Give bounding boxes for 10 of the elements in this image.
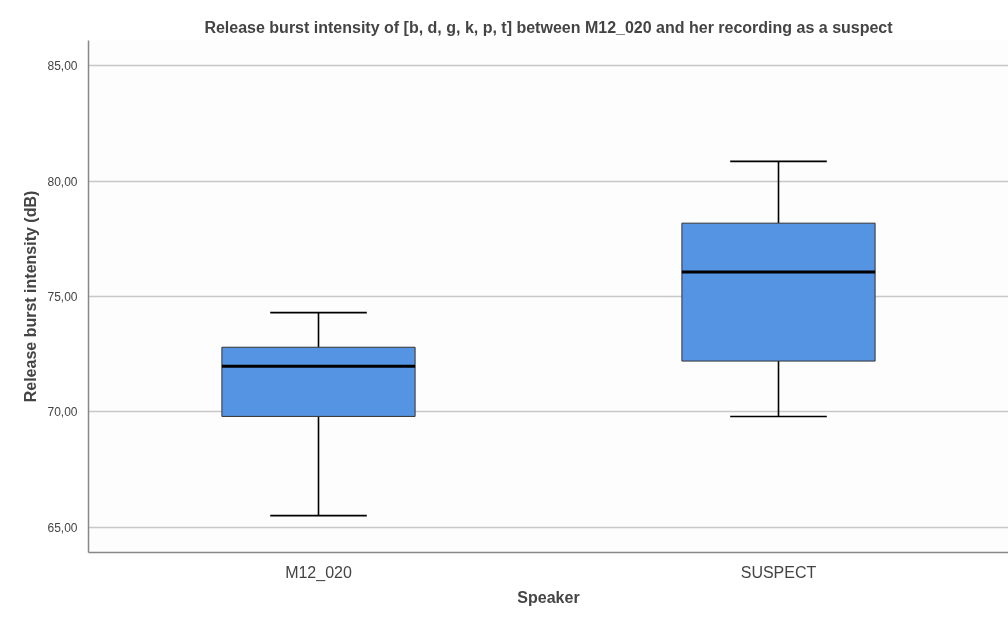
x-tick-label: SUSPECT [740,563,817,581]
x-axis-title: Speaker [517,588,580,606]
y-tick-label: 80,00 [47,174,78,189]
y-tick-label: 70,00 [47,405,78,420]
chart-title: Release burst intensity of [b, d, g, k, p, t] between M12_020 and her recording as a suspect [204,18,894,36]
y-tick-label: 65,00 [47,520,78,535]
y-axis-title: Release burst intensity (dB) [22,190,40,403]
y-tick-label: 75,00 [47,290,78,304]
x-tick-label: M12_020 [285,563,352,582]
y-tick-label: 85,00 [47,59,78,74]
